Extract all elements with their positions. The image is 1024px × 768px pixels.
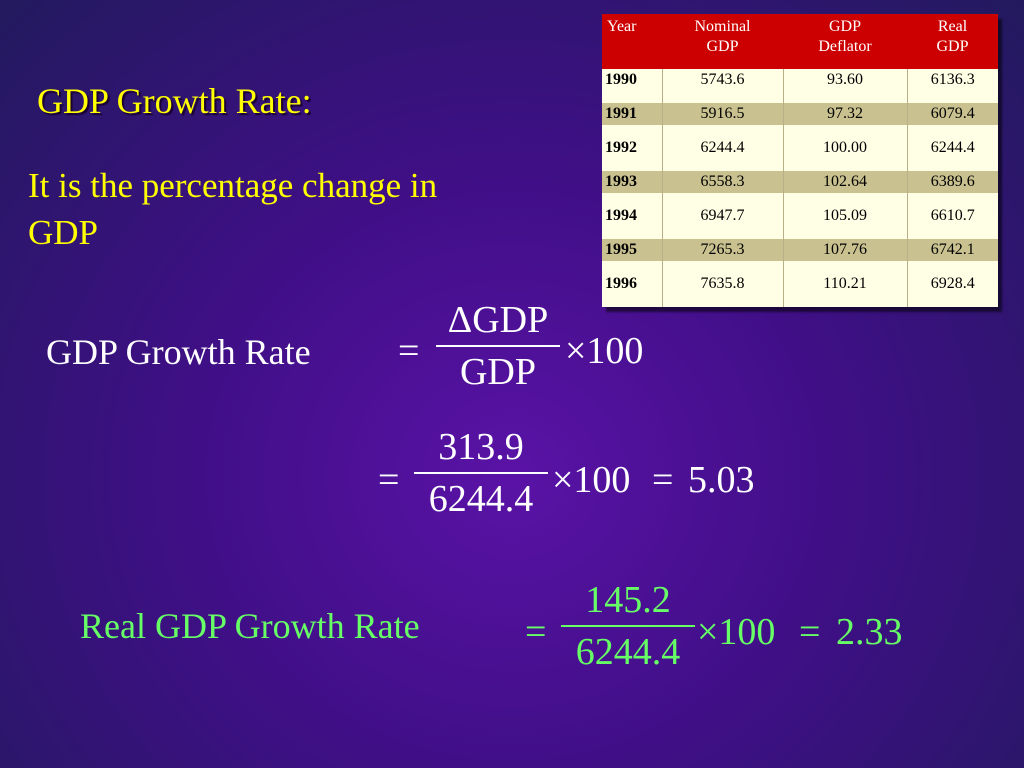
cell-year: 1990 bbox=[602, 69, 663, 91]
formula1-multiplier: ×100 bbox=[565, 330, 644, 372]
cell-nominal-gdp: 7635.8 bbox=[662, 273, 784, 295]
formula3-equals2: = bbox=[799, 611, 821, 653]
cell-year: 1996 bbox=[602, 273, 663, 295]
header-year: Year bbox=[602, 14, 662, 69]
cell-real-gdp: 6742.1 bbox=[907, 239, 998, 261]
formula2-fraction: 313.9 6244.4 bbox=[414, 427, 548, 519]
cell-real-gdp: 6610.7 bbox=[907, 205, 998, 227]
formula3-numerator: 145.2 bbox=[585, 579, 671, 621]
fraction-bar bbox=[561, 625, 695, 627]
cell-real-gdp: 6389.6 bbox=[907, 171, 998, 193]
formula1-equals: = bbox=[398, 330, 420, 372]
row-spacer bbox=[602, 227, 998, 239]
formula3-denominator: 6244.4 bbox=[575, 631, 681, 673]
cell-nominal-gdp: 6947.7 bbox=[662, 205, 784, 227]
row-spacer bbox=[602, 159, 998, 171]
cell-gdp-deflator: 102.64 bbox=[783, 171, 908, 193]
intro-text: It is the percentage change in GDP bbox=[28, 162, 588, 256]
cell-gdp-deflator: 110.21 bbox=[783, 273, 908, 295]
fraction-bar bbox=[414, 472, 548, 474]
formula3-result: 2.33 bbox=[836, 611, 903, 653]
cell-real-gdp: 6244.4 bbox=[907, 137, 998, 159]
header-line1: Real bbox=[937, 18, 968, 35]
row-spacer bbox=[602, 193, 998, 205]
cell-year: 1993 bbox=[602, 171, 663, 193]
cell-nominal-gdp: 7265.3 bbox=[662, 239, 784, 261]
cell-nominal-gdp: 6244.4 bbox=[662, 137, 784, 159]
header-line2: GDP bbox=[936, 38, 969, 55]
row-spacer bbox=[602, 125, 998, 137]
formula1-denominator: GDP bbox=[459, 351, 537, 393]
formula2-multiplier: ×100 bbox=[552, 459, 631, 501]
row-spacer bbox=[602, 261, 998, 273]
cell-year: 1994 bbox=[602, 205, 663, 227]
table-row: 1995 7265.3 107.76 6742.1 bbox=[602, 239, 998, 261]
formula3-label: Real GDP Growth Rate bbox=[80, 606, 420, 646]
table-header-row: Year Nominal GDP GDP Deflator Real GDP bbox=[602, 14, 998, 69]
intro-line-2: GDP bbox=[28, 213, 99, 252]
header-nominal-gdp: Nominal GDP bbox=[662, 14, 783, 69]
header-line1: Nominal bbox=[694, 18, 751, 35]
header-line2: GDP bbox=[706, 38, 739, 55]
formula1-numerator: ΔGDP bbox=[447, 299, 549, 341]
header-line1: GDP bbox=[828, 18, 861, 35]
formula2-equals2: = bbox=[652, 459, 674, 501]
formula1-label: GDP Growth Rate bbox=[46, 332, 311, 372]
header-year-line1: Year bbox=[607, 18, 637, 35]
cell-gdp-deflator: 107.76 bbox=[783, 239, 908, 261]
cell-gdp-deflator: 97.32 bbox=[783, 103, 908, 125]
cell-year: 1995 bbox=[602, 239, 663, 261]
table-row: 1991 5916.5 97.32 6079.4 bbox=[602, 103, 998, 125]
fraction-bar bbox=[436, 345, 560, 347]
formula2-result: 5.03 bbox=[688, 459, 755, 501]
table-row: 1992 6244.4 100.00 6244.4 bbox=[602, 137, 998, 159]
cell-real-gdp: 6079.4 bbox=[907, 103, 998, 125]
table-row: 1994 6947.7 105.09 6610.7 bbox=[602, 205, 998, 227]
intro-line-1: It is the percentage change in bbox=[28, 166, 438, 205]
slide-title: GDP Growth Rate: bbox=[37, 81, 312, 121]
table-row: 1990 5743.6 93.60 6136.3 bbox=[602, 69, 998, 91]
cell-gdp-deflator: 100.00 bbox=[783, 137, 908, 159]
table-row: 1993 6558.3 102.64 6389.6 bbox=[602, 171, 998, 193]
header-real-gdp: Real GDP bbox=[907, 14, 998, 69]
formula2-denominator: 6244.4 bbox=[428, 478, 534, 520]
formula2-equals: = bbox=[378, 459, 400, 501]
cell-year: 1991 bbox=[602, 103, 663, 125]
cell-nominal-gdp: 5743.6 bbox=[662, 69, 784, 91]
header-line2: Deflator bbox=[818, 38, 872, 55]
formula3-multiplier: ×100 bbox=[697, 611, 776, 653]
header-gdp-deflator: GDP Deflator bbox=[783, 14, 907, 69]
cell-gdp-deflator: 105.09 bbox=[783, 205, 908, 227]
cell-year: 1992 bbox=[602, 137, 663, 159]
formula2-numerator: 313.9 bbox=[438, 426, 524, 468]
formula3-fraction: 145.2 6244.4 bbox=[561, 580, 695, 672]
cell-nominal-gdp: 6558.3 bbox=[662, 171, 784, 193]
cell-nominal-gdp: 5916.5 bbox=[662, 103, 784, 125]
formula1-fraction: ΔGDP GDP bbox=[436, 300, 560, 392]
table-row: 1996 7635.8 110.21 6928.4 bbox=[602, 273, 998, 295]
formula3-equals: = bbox=[525, 611, 547, 653]
cell-real-gdp: 6136.3 bbox=[907, 69, 998, 91]
cell-real-gdp: 6928.4 bbox=[907, 273, 998, 295]
row-spacer bbox=[602, 91, 998, 103]
gdp-table: Year Nominal GDP GDP Deflator Real GDP 1… bbox=[602, 14, 998, 307]
row-spacer bbox=[602, 295, 998, 307]
cell-gdp-deflator: 93.60 bbox=[783, 69, 908, 91]
